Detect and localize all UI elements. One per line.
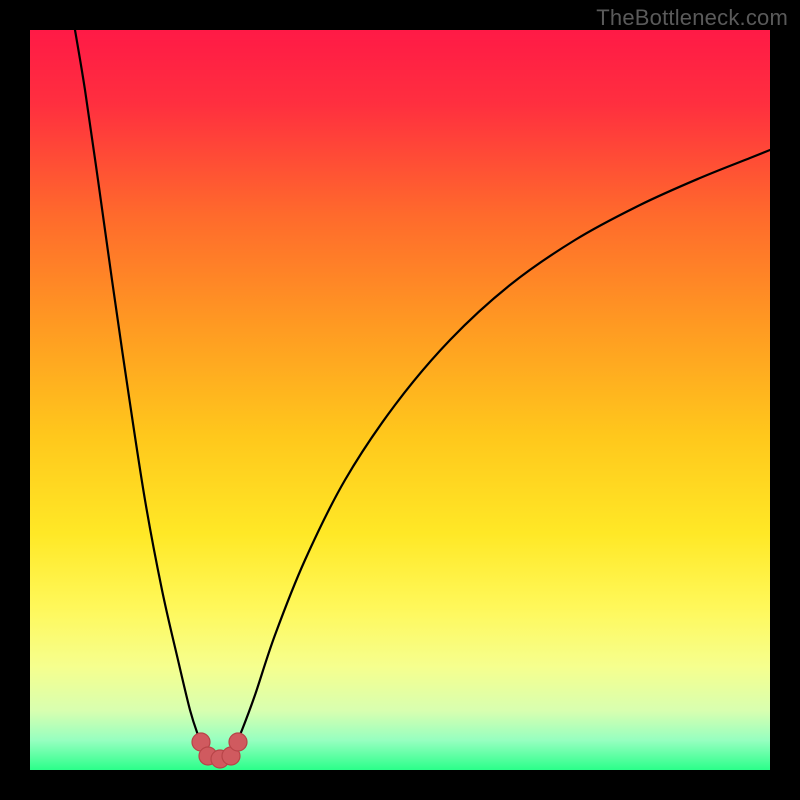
plot-area bbox=[30, 30, 770, 770]
marker-point bbox=[229, 733, 247, 751]
watermark-text: TheBottleneck.com bbox=[596, 5, 788, 31]
chart-svg bbox=[30, 30, 770, 770]
